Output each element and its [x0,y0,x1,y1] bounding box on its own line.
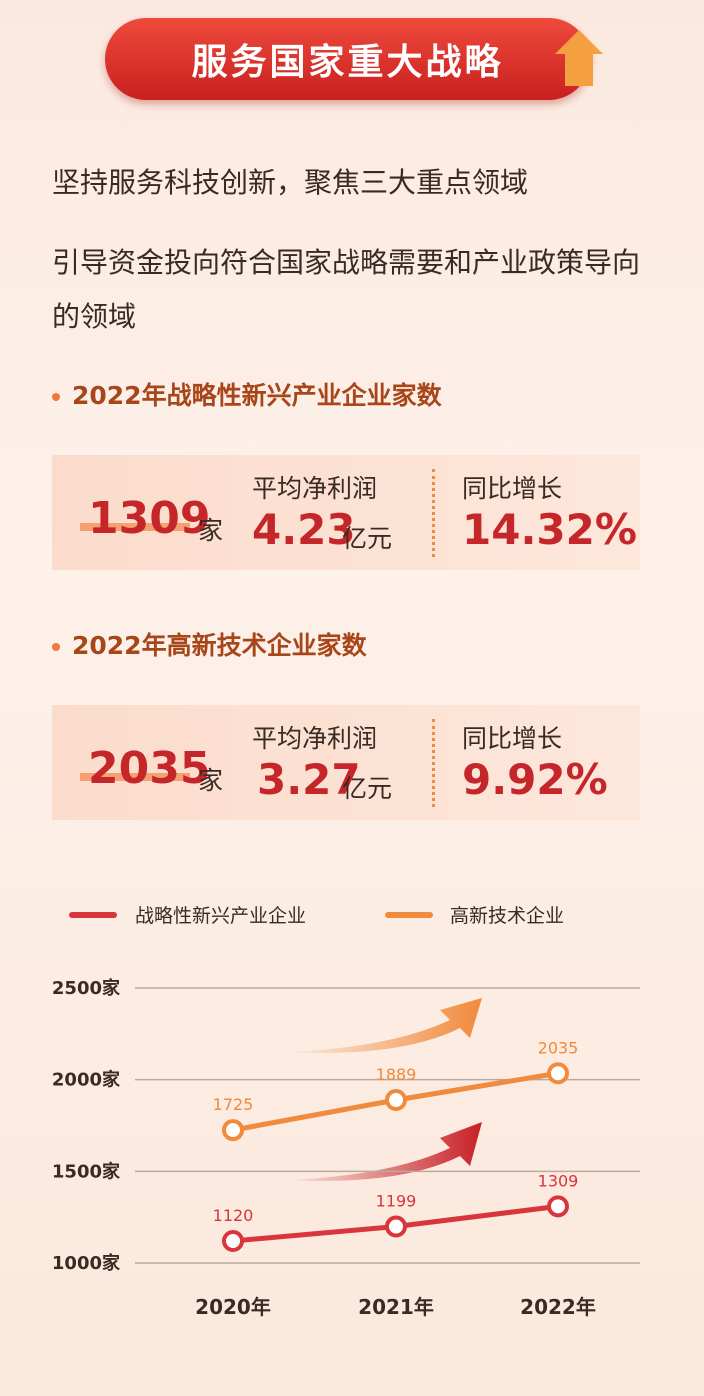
y-tick-label: 2500家 [52,977,121,999]
stat-value: 4.23 [252,505,356,554]
chart: 1000家 1500家 2000家 2500家 2020年 2021年 2022年 战略性新兴… [52,905,640,1319]
stat-value: 3.27 [257,755,361,804]
data-label: 1889 [376,1065,417,1084]
x-tick-label: 2021年 [358,1295,434,1319]
stat-title: 2022年高新技术企业家数 [52,626,367,662]
underline [80,773,190,781]
data-point [547,1195,569,1218]
stat-label: 平均净利润 [252,724,378,753]
stat-card: 2035 家 平均净利润 3.27 亿元 同比增长 9.92% [52,705,640,820]
header-title: 服务国家重大战略 [105,18,590,100]
stat-card: 1309 家 平均净利润 4.23 亿元 同比增长 14.32% [52,455,640,570]
data-label: 1725 [213,1095,254,1114]
trend-arrow [285,1122,482,1181]
stat-unit: 亿元 [342,524,393,553]
data-point [547,1062,569,1085]
stat-unit: 亿元 [342,774,393,803]
stat-label: 平均净利润 [252,474,378,503]
data-point [385,1089,407,1112]
x-tick-label: 2020年 [195,1295,271,1319]
stat-count: 2035 [88,743,211,794]
divider [432,719,435,807]
stat-unit: 家 [198,516,224,545]
underline [80,523,190,531]
y-tick-label: 1000家 [52,1252,121,1274]
data-label: 1199 [376,1192,417,1211]
stat-title: 2022年战略性新兴产业企业家数 [52,376,442,412]
stat-unit: 家 [198,766,224,795]
data-point [385,1215,407,1238]
divider [432,469,435,557]
stat-value: 14.32% [462,505,637,554]
header-arrow [555,30,603,86]
x-tick-label: 2022年 [520,1295,596,1319]
legend-label: 高新技术企业 [450,905,564,927]
data-label: 1120 [213,1206,254,1225]
data-point [222,1119,244,1142]
intro-text: 引导资金投向符合国家战略需要和产业政策导向的领域 [52,246,641,333]
stat-count: 1309 [88,493,211,544]
intro-text: 坚持服务科技创新，聚焦三大重点领域 [52,166,529,199]
legend-label: 战略性新兴产业企业 [135,905,306,927]
data-label: 2035 [538,1038,579,1057]
data-point [222,1230,244,1252]
stat-value: 9.92% [462,755,608,804]
trend-arrow [285,998,482,1053]
y-tick-label: 1500家 [52,1160,121,1182]
stat-label: 同比增长 [462,474,563,503]
data-label: 1309 [538,1171,579,1190]
stat-label: 同比增长 [462,724,563,753]
y-tick-label: 2000家 [52,1069,121,1091]
